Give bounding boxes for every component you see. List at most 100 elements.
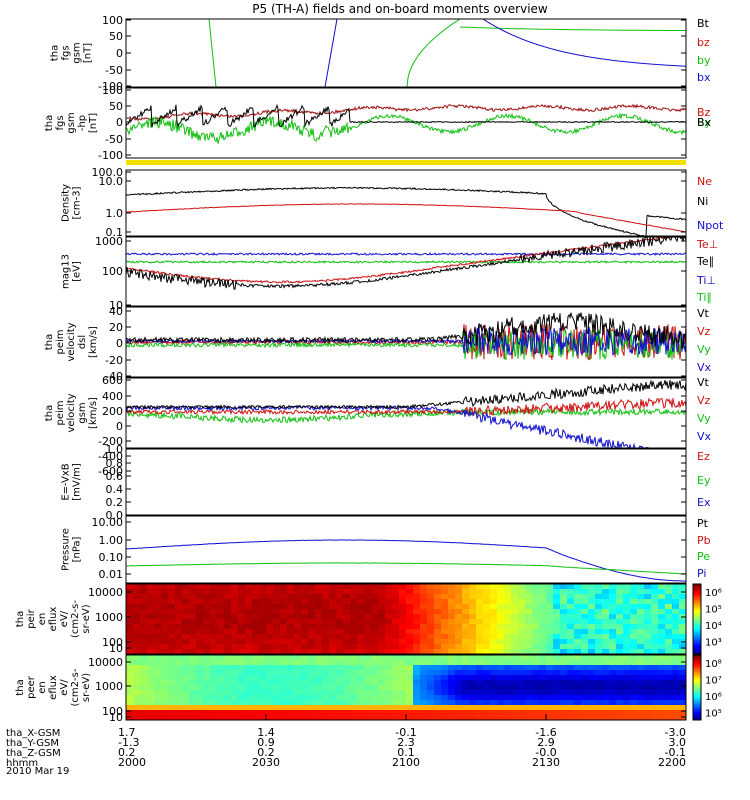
vel-dsl-vy-line: [125, 329, 687, 361]
colorbar-label: 10⁴: [705, 621, 722, 632]
temp-ti-perp-line: [125, 252, 687, 256]
legend-Pt: Pt: [697, 517, 709, 530]
y-tick-label: 0.2: [106, 496, 124, 509]
y-tick-label: 1.0: [106, 443, 124, 456]
hp-by-line: [125, 112, 687, 144]
ephemeris-row-label: tha_Y-GSM: [6, 738, 59, 749]
legend-bx: bx: [697, 71, 711, 84]
y-tick-label: 1.00: [99, 534, 124, 547]
legend-Vz: Vz: [697, 325, 711, 338]
ephemeris-value: 2.9: [537, 736, 555, 749]
y-tick-label: 10: [109, 642, 123, 655]
panel-frame-density: [125, 169, 687, 237]
legend-Ex: Ex: [697, 496, 711, 509]
y-tick-label: 10: [109, 711, 123, 724]
fgs-by-line: [208, 18, 217, 88]
pressure-pi-line: [125, 539, 687, 582]
panel-frame-ion-spec: [125, 583, 687, 655]
panel-ylabel-pressure: Pressure[nPa]: [61, 528, 83, 571]
y-tick-label: 0: [116, 116, 123, 129]
y-tick-label: -50: [105, 133, 123, 146]
y-tick-label: -400: [98, 450, 123, 463]
ephemeris-value: 2000: [118, 756, 146, 769]
vel-gsm-vz-line: [125, 397, 687, 417]
y-tick-label: 40: [109, 305, 123, 318]
y-tick-label: 10.0: [99, 175, 124, 188]
legend-by: by: [697, 54, 711, 67]
ephemeris-value: -0.1: [665, 746, 686, 759]
y-tick-label: 0.10: [99, 551, 124, 564]
legend-Ey: Ey: [697, 474, 711, 487]
panel-frame-vel-despun: [125, 306, 687, 378]
colorbar-label: 10⁶: [705, 588, 722, 599]
ephemeris-value: 2200: [658, 756, 686, 769]
panel-frame-fgs-hp: [125, 87, 687, 159]
y-tick-label: 0: [116, 420, 123, 433]
colorbar-label: 10³: [705, 638, 722, 649]
temp-te-par-line: [125, 235, 687, 290]
y-tick-label: 0.0: [106, 509, 124, 522]
y-tick-label: 200: [102, 405, 123, 418]
y-tick-label: -600: [98, 465, 123, 478]
panel-ylabel-fgs-hp: thafgsgsm-hp[nT]: [44, 112, 99, 133]
vel-gsm-vt-line: [125, 379, 687, 410]
legend-Vx: Vx: [697, 361, 712, 374]
panel-ylabel-ele-spec: thapeerenefluxeV/(cm2-s-sr-eV): [15, 668, 92, 706]
panel-ylabel-ion-spec: thapeirenefluxeV/(cm2-s-sr-eV): [15, 600, 92, 638]
y-tick-label: 10: [109, 299, 123, 312]
legend-By: By: [697, 116, 712, 129]
hp-bx-line: [125, 103, 686, 129]
legend-Vy: Vy: [697, 412, 711, 425]
legend-Te∥: Te∥: [696, 255, 714, 268]
electron-spectrogram: [126, 655, 687, 721]
ephemeris-value: 2100: [392, 756, 420, 769]
legend-Vt: Vt: [697, 376, 710, 389]
y-tick-label: 0.8: [106, 457, 124, 470]
pressure-pe-line: [126, 562, 687, 575]
colorbar-ele-spec: [692, 654, 702, 721]
y-tick-label: -100: [98, 80, 123, 93]
y-tick-label: 600: [102, 374, 123, 387]
y-tick-label: -100: [98, 149, 123, 162]
y-tick-label: 400: [102, 390, 123, 403]
density-ne-line: [125, 203, 687, 233]
y-tick-label: 1000: [95, 611, 123, 624]
ephemeris-value: 0.1: [397, 746, 415, 759]
ephemeris-value: 3.0: [669, 736, 687, 749]
y-tick-label: 1.0: [106, 207, 124, 220]
y-tick-label: 100.0: [92, 166, 124, 179]
legend-Ez: Ez: [697, 450, 710, 463]
legend-Vx: Vx: [697, 430, 712, 443]
colorbar-label: 10⁷: [705, 676, 722, 687]
legend-Ni: Ni: [697, 195, 708, 208]
y-tick-label: -200: [98, 435, 123, 448]
y-tick-label: 50: [109, 100, 123, 113]
legend-Vz: Vz: [697, 394, 711, 407]
fgs-by-rise: [406, 18, 461, 88]
ephemeris-value: 1.7: [118, 726, 136, 739]
colorbar-ion-spec: [692, 583, 702, 655]
ion-spectrogram: [126, 584, 687, 655]
y-tick-label: 10000: [88, 586, 123, 599]
colorbar-label: 10⁵: [705, 605, 722, 616]
y-tick-label: 10.00: [92, 516, 124, 529]
density-ni-line: [125, 186, 687, 237]
ephemeris-value: 0.9: [257, 736, 275, 749]
legend-Bt: Bt: [697, 17, 710, 30]
legend-Te⊥: Te⊥: [696, 238, 718, 251]
legend-Npot: Npot: [697, 219, 724, 232]
y-tick-label: 0.4: [106, 483, 124, 496]
ephemeris-value: 0.2: [118, 746, 136, 759]
y-tick-label: 0.01: [99, 568, 124, 581]
colorbar-label: 10⁶: [705, 692, 722, 703]
y-tick-label: -50: [105, 64, 123, 77]
ephemeris-value: -1.3: [118, 736, 139, 749]
plot-title: P5 (TH-A) fields and on-board moments ov…: [252, 2, 548, 16]
panel-frame-pressure: [125, 515, 687, 584]
quality-bar: [126, 160, 686, 165]
y-tick-label: 100: [102, 265, 123, 278]
y-tick-label: 50: [109, 30, 123, 43]
legend-Ti∥: Ti∥: [696, 291, 712, 304]
ephemeris-value: -0.1: [395, 726, 416, 739]
